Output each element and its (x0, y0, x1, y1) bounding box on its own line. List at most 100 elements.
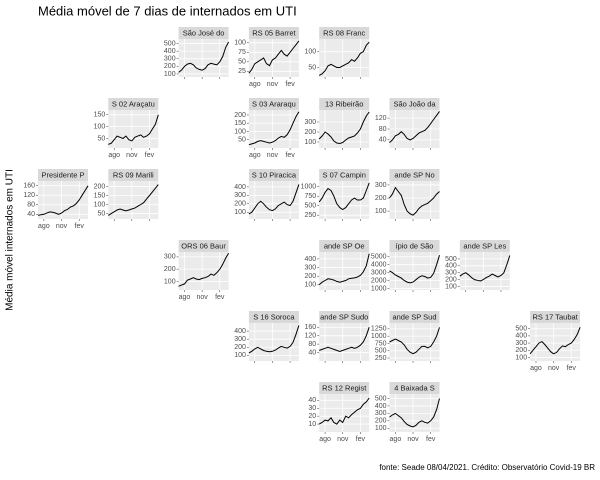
panel-title: ande SP Oe (324, 241, 365, 250)
y-tick-label: 500 (305, 203, 317, 210)
x-tick-label: nov (56, 223, 68, 230)
y-tick-label: 200 (164, 266, 176, 273)
y-tick-label: 250 (305, 212, 317, 219)
x-tick-label: nov (337, 436, 349, 443)
x-tick-label: fev (356, 436, 366, 443)
data-line (318, 41, 370, 76)
caption: fonte: Seade 08/04/2021. Crédito: Observ… (379, 463, 595, 472)
strip (178, 240, 229, 252)
y-tick-label: 200 (234, 344, 246, 351)
data-line (389, 327, 440, 355)
panel-title: RS 17 Taubat (532, 312, 578, 321)
y-tick-label: 150 (94, 192, 106, 199)
y-tick-label: 300 (234, 336, 246, 343)
panel-title: 13 Ribeirão (325, 99, 363, 108)
data-line (178, 252, 230, 287)
y-tick-label: 40 (308, 397, 316, 404)
panel-background (319, 394, 370, 432)
y-tick-label: 300 (305, 119, 317, 126)
panel-background (389, 323, 440, 361)
panel-background (248, 323, 299, 361)
x-tick-label: fev (426, 436, 436, 443)
y-tick-label: 100 (94, 201, 106, 208)
y-tick-label: 100 (234, 40, 246, 47)
data-line (389, 255, 440, 284)
panel-title: ípio de São (396, 241, 434, 250)
strip (459, 240, 510, 252)
y-tick-label: 100 (234, 128, 246, 135)
strip (389, 98, 440, 110)
y-tick-label: 100 (375, 208, 387, 215)
panel-background (108, 110, 159, 148)
y-tick-label: 100 (94, 123, 106, 130)
panel-title: ande SP Sudo (320, 312, 368, 321)
y-tick-label: 50 (238, 59, 246, 66)
x-tick-label: fev (75, 223, 85, 230)
panel-title: ande SP No (394, 170, 434, 179)
y-tick-label: 1250 (371, 326, 387, 333)
strip (319, 382, 370, 394)
x-tick-label: nov (548, 365, 560, 372)
y-tick-label: 400 (515, 333, 527, 340)
y-tick-label: 300 (164, 56, 176, 63)
data-line (389, 111, 440, 143)
x-tick-label: ago (530, 365, 542, 372)
panel-background (319, 39, 370, 77)
y-tick-label: 100 (375, 425, 387, 432)
data-line (248, 184, 300, 215)
data-line (529, 327, 581, 355)
x-tick-label: nov (267, 81, 279, 88)
panel-background (389, 252, 440, 290)
y-tick-label: 100 (305, 49, 317, 56)
strip (319, 169, 370, 181)
y-tick-label: 5000 (371, 254, 387, 261)
y-tick-label: 200 (445, 276, 457, 283)
strip (248, 27, 299, 39)
strip (530, 311, 581, 323)
panel-title: S 16 Soroca (253, 312, 295, 321)
y-tick-label: 10 (308, 421, 316, 428)
x-tick-label: ago (108, 152, 120, 159)
panel-background (248, 39, 299, 77)
y-tick-label: 300 (375, 410, 387, 417)
y-tick-label: 120 (305, 333, 317, 340)
y-tick-label: 750 (375, 340, 387, 347)
strip (319, 311, 370, 323)
panel-background (178, 252, 229, 290)
y-tick-label: 150 (234, 120, 246, 127)
y-tick-label: 200 (305, 129, 317, 136)
y-tick-label: 120 (375, 115, 387, 122)
data-line (318, 182, 370, 211)
strip (38, 169, 88, 181)
strip (108, 98, 159, 110)
data-line (248, 325, 300, 354)
y-tick-label: 40 (27, 211, 35, 218)
y-tick-label: 150 (94, 112, 106, 119)
y-tick-label: 300 (305, 264, 317, 271)
y-tick-label: 50 (238, 137, 246, 144)
y-tick-label: 250 (375, 355, 387, 362)
y-tick-label: 3000 (371, 269, 387, 276)
chart-title: Média móvel de 7 dias de internados em U… (38, 3, 297, 18)
y-tick-label: 200 (515, 347, 527, 354)
x-tick-label: ago (38, 223, 50, 230)
y-tick-label: 400 (375, 403, 387, 410)
y-tick-label: 750 (305, 193, 317, 200)
data-line (178, 41, 230, 73)
strip (389, 382, 440, 394)
panel-background (178, 39, 229, 77)
y-tick-label: 4000 (371, 262, 387, 269)
y-tick-label: 40 (308, 349, 316, 356)
data-line (248, 40, 300, 74)
x-tick-label: fev (285, 152, 295, 159)
y-tick-label: 1000 (371, 333, 387, 340)
panel-title: S 10 Piracica (252, 170, 297, 179)
strip (319, 27, 370, 39)
y-tick-label: 500 (375, 395, 387, 402)
strip (248, 98, 299, 110)
y-tick-label: 1000 (371, 285, 387, 292)
panel-title: S 03 Araraqu (252, 99, 296, 108)
x-tick-label: nov (407, 436, 419, 443)
data-line (389, 398, 440, 428)
